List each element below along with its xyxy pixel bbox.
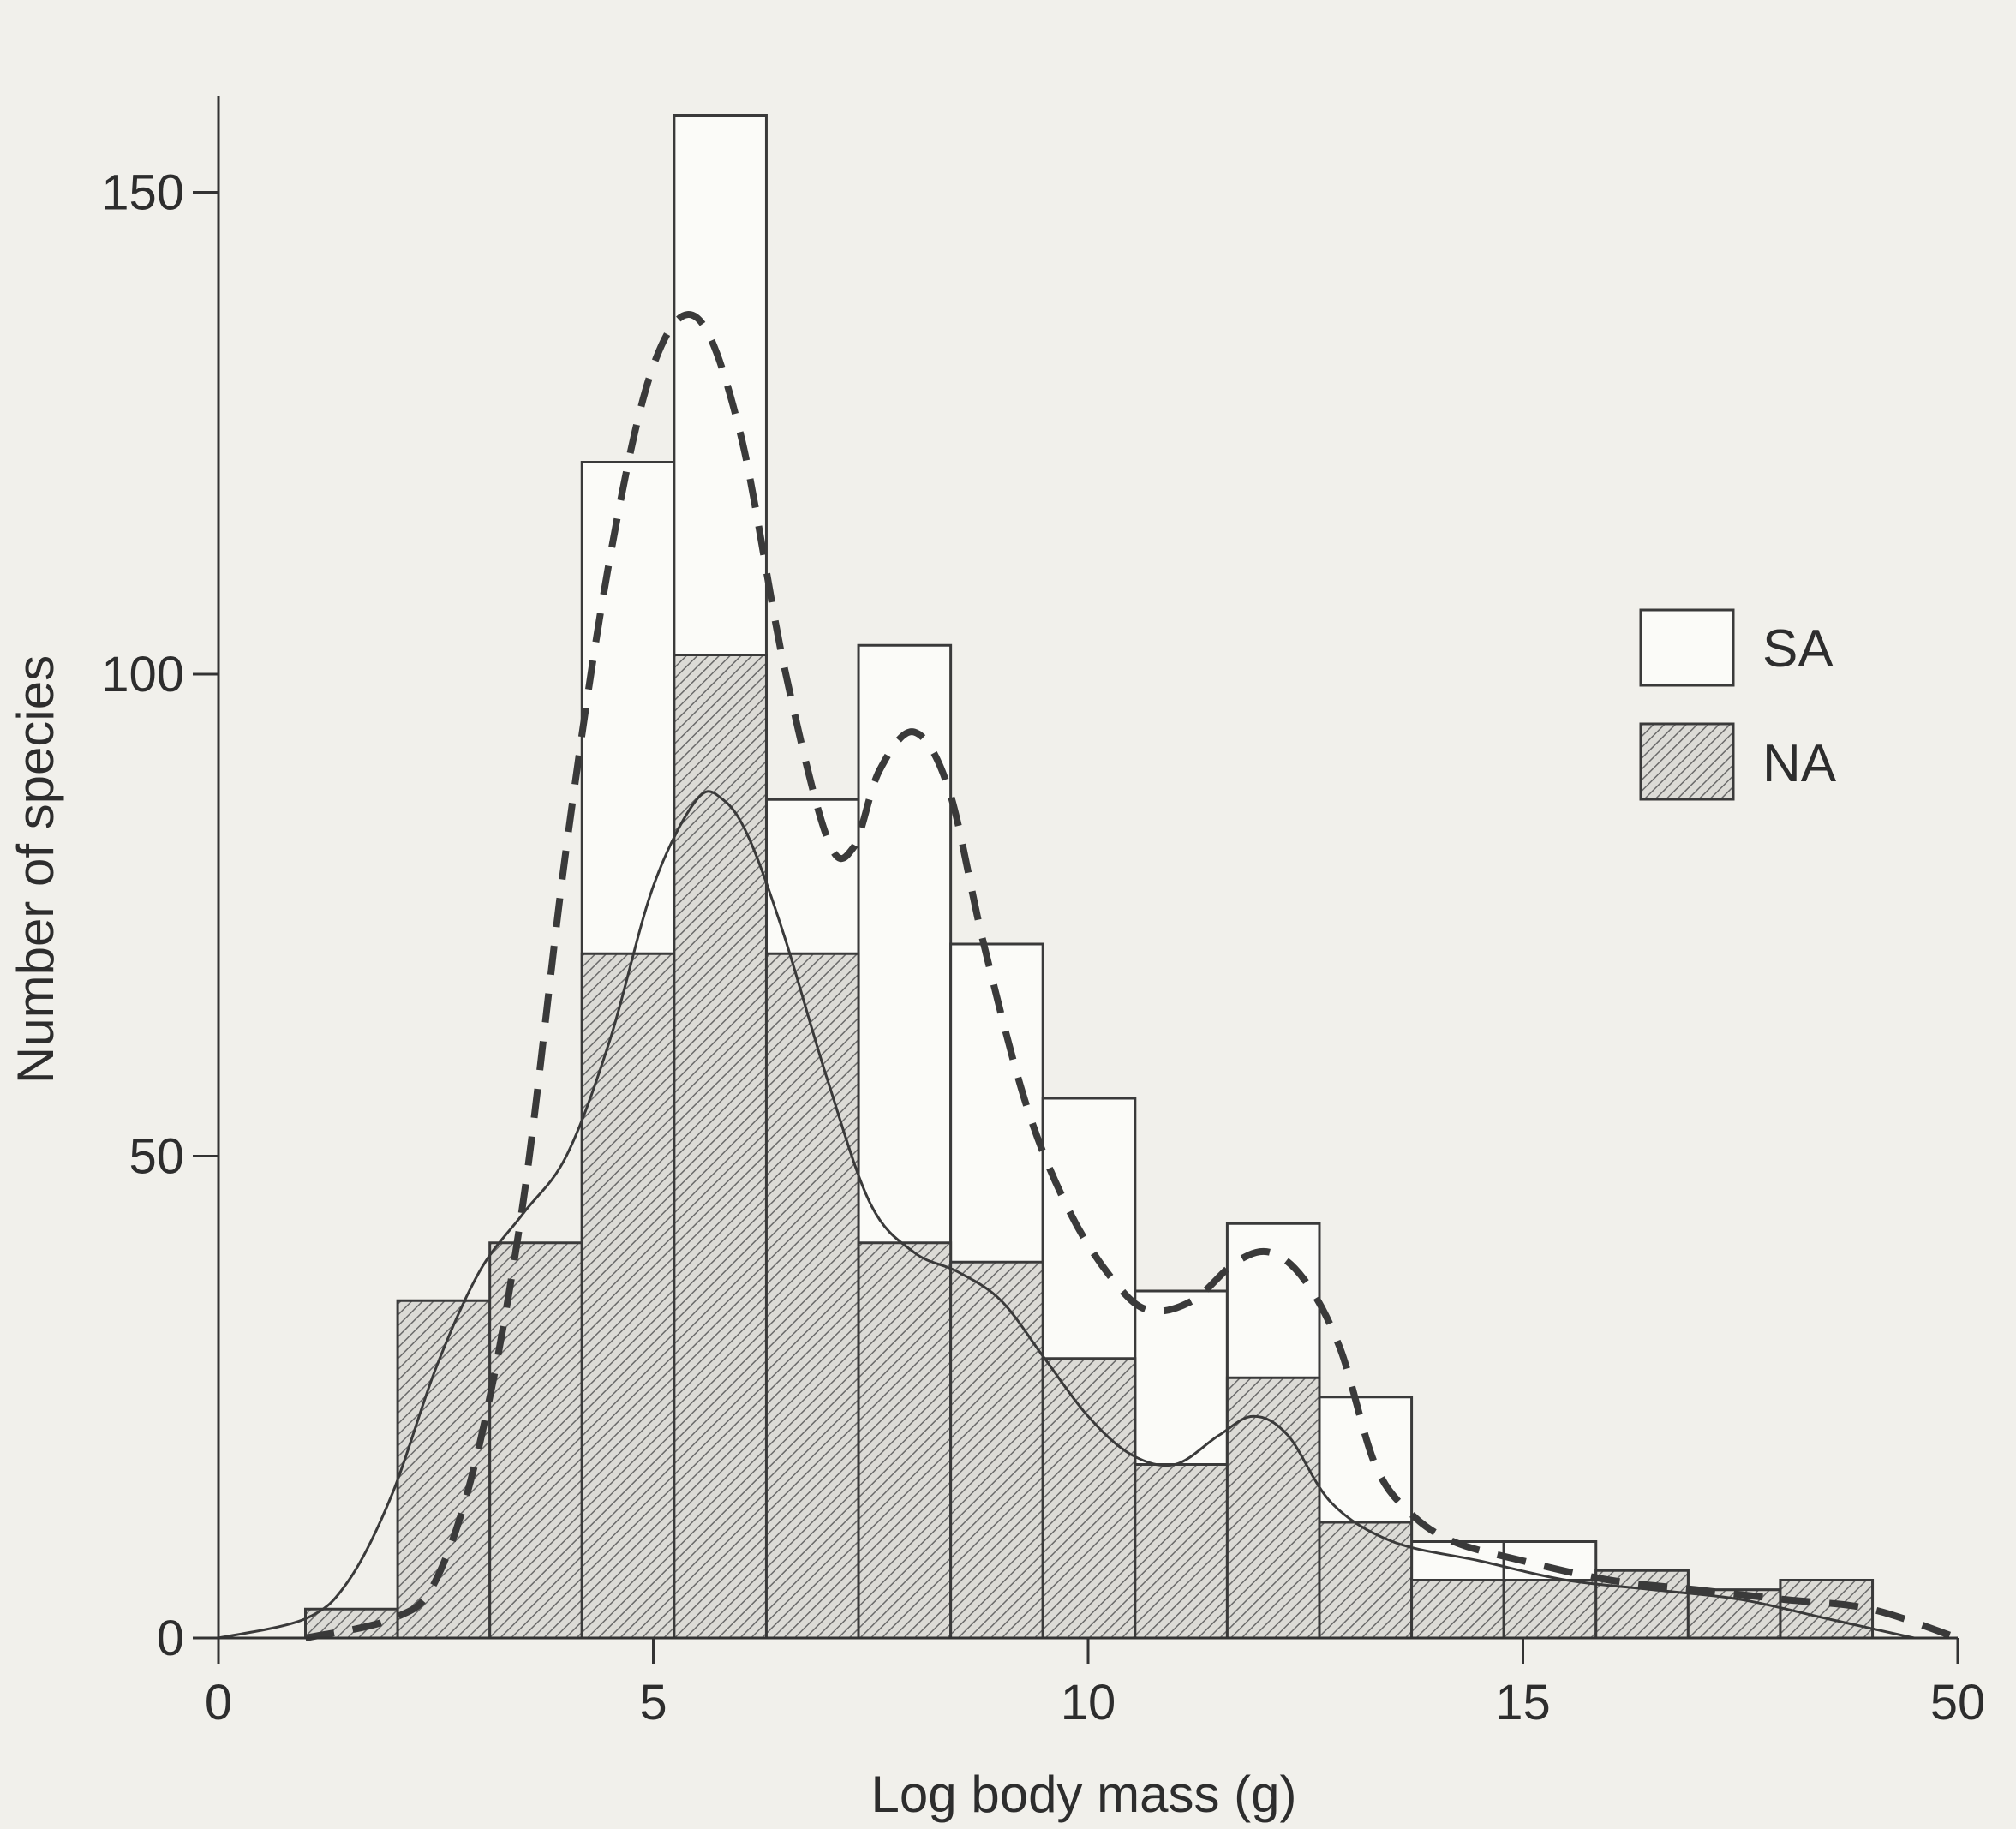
bar-na-11 <box>1318 1521 1414 1640</box>
bar-na-5 <box>764 952 860 1640</box>
y-tick-label-50: 50 <box>129 1129 184 1185</box>
ticks-layer: 0 50 100 150 0 5 10 15 50 <box>101 165 1985 1731</box>
bar-na-9 <box>1134 1463 1229 1640</box>
x-tick-label-0: 0 <box>205 1675 232 1730</box>
y-axis-title: Number of species <box>7 655 64 1084</box>
bar-na-8 <box>1041 1357 1137 1640</box>
x-tick-label-50: 50 <box>1930 1675 1986 1730</box>
x-axis-title: Log body mass (g) <box>871 1766 1297 1823</box>
x-tick-label-10: 10 <box>1061 1675 1116 1730</box>
bar-na-10 <box>1225 1376 1321 1640</box>
density-curves-layer <box>218 311 1959 1641</box>
bar-na-16 <box>1779 1579 1875 1640</box>
bar-na-3 <box>580 952 676 1640</box>
legend-swatch-na <box>1639 722 1735 801</box>
bar-na-2 <box>488 1241 583 1640</box>
legend: SA NA <box>1639 608 1837 801</box>
x-tick-label-15: 15 <box>1495 1675 1551 1730</box>
bar-na-4 <box>673 654 768 1640</box>
bar-na-13 <box>1502 1579 1598 1640</box>
y-tick-label-100: 100 <box>101 647 184 702</box>
bars-layer <box>304 114 1875 1640</box>
y-tick-label-150: 150 <box>101 165 184 221</box>
bar-na-7 <box>949 1260 1044 1640</box>
bar-na-6 <box>857 1241 953 1640</box>
legend-label-sa: SA <box>1762 619 1834 678</box>
y-tick-label-0: 0 <box>157 1611 184 1666</box>
bar-na-12 <box>1410 1579 1505 1640</box>
x-tick-label-5: 5 <box>639 1675 667 1730</box>
density-curve-sa <box>304 311 1959 1641</box>
bar-na-1 <box>396 1299 492 1640</box>
legend-label-na: NA <box>1762 734 1837 793</box>
density-curve-na <box>218 790 1915 1640</box>
legend-swatch-sa <box>1639 608 1735 687</box>
